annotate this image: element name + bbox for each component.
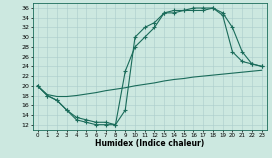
X-axis label: Humidex (Indice chaleur): Humidex (Indice chaleur): [95, 139, 204, 148]
